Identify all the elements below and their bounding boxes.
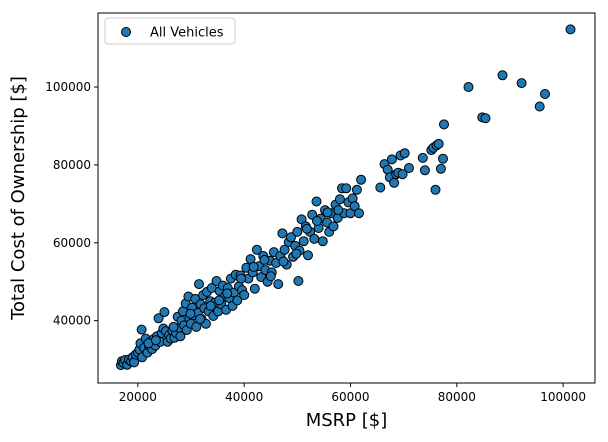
data-point-172 <box>195 314 206 325</box>
x-tick-label-4: 100000 <box>540 390 586 404</box>
data-point-180 <box>278 256 289 267</box>
data-point-86 <box>249 283 260 294</box>
data-point-166 <box>540 89 550 99</box>
data-point-160 <box>463 82 474 92</box>
data-point-129 <box>341 183 352 194</box>
data-point-148 <box>399 148 410 159</box>
legend-marker <box>121 27 131 37</box>
x-tick-label-2: 60000 <box>331 390 369 404</box>
data-point-147 <box>397 169 408 180</box>
x-axis-ticks: 20000 40000 60000 80000 100000 <box>119 383 586 404</box>
legend: All Vehicles <box>104 17 236 45</box>
data-point-28 <box>159 307 170 318</box>
x-tick-label-1: 40000 <box>225 390 263 404</box>
data-point-185 <box>333 205 344 216</box>
data-point-156 <box>433 138 444 149</box>
data-point-163 <box>497 70 508 81</box>
data-point-109 <box>298 236 309 247</box>
data-point-77 <box>232 295 243 306</box>
data-point-114 <box>309 233 320 244</box>
data-point-171 <box>185 308 196 319</box>
data-point-100 <box>279 244 290 255</box>
x-tick-label-0: 20000 <box>119 390 157 404</box>
data-point-50 <box>191 321 202 332</box>
data-point-151 <box>419 165 430 176</box>
data-point-150 <box>417 152 428 163</box>
y-tick-label-0: 40000 <box>53 314 91 328</box>
data-point-138 <box>375 182 386 193</box>
y-tick-label-1: 60000 <box>53 236 91 250</box>
data-point-157 <box>435 163 446 174</box>
x-tick-label-3: 80000 <box>438 390 476 404</box>
data-point-137 <box>293 276 304 286</box>
data-point-38 <box>175 331 186 342</box>
data-point-126 <box>334 194 345 205</box>
data-point-149 <box>404 163 414 173</box>
data-point-169 <box>150 335 161 346</box>
data-point-170 <box>168 321 179 332</box>
data-point-106 <box>292 226 303 237</box>
data-point-184 <box>322 207 333 218</box>
x-axis-title: MSRP [$] <box>306 410 388 431</box>
data-point-174 <box>214 295 225 306</box>
data-point-97 <box>273 279 284 290</box>
data-point-115 <box>311 196 322 207</box>
data-point-135 <box>354 208 364 219</box>
data-point-183 <box>312 216 322 226</box>
data-point-182 <box>301 223 312 234</box>
legend-label: All Vehicles <box>150 26 224 41</box>
data-point-158 <box>438 153 448 164</box>
data-point-178 <box>259 254 270 265</box>
data-point-136 <box>356 174 367 185</box>
data-point-181 <box>291 248 302 259</box>
data-point-103 <box>286 232 296 243</box>
data-point-176 <box>236 273 246 284</box>
data-point-52 <box>194 279 204 290</box>
data-point-111 <box>303 250 313 261</box>
data-point-123 <box>328 221 339 232</box>
data-point-164 <box>516 78 527 89</box>
data-point-154 <box>430 184 441 195</box>
y-tick-label-3: 100000 <box>45 80 91 94</box>
data-point-165 <box>534 101 545 112</box>
data-point-175 <box>222 288 233 299</box>
data-point-167 <box>565 24 576 35</box>
y-tick-label-2: 80000 <box>53 158 91 172</box>
data-point-142 <box>386 154 397 165</box>
plot-frame <box>97 12 596 384</box>
data-point-13 <box>136 324 147 335</box>
y-axis-ticks: 40000 60000 80000 100000 <box>45 80 98 328</box>
data-point-118 <box>317 236 328 247</box>
data-point-159 <box>439 119 449 130</box>
data-point-81 <box>239 290 250 300</box>
data-point-143 <box>389 177 400 188</box>
legend-box <box>104 17 236 45</box>
y-axis-title: Total Cost of Ownership [$] <box>8 76 29 321</box>
data-point-179 <box>265 271 276 282</box>
data-point-177 <box>248 261 259 272</box>
data-point-87 <box>251 244 262 255</box>
data-point-134 <box>351 184 362 195</box>
data-point-173 <box>205 300 216 311</box>
data-point-99 <box>277 228 288 239</box>
points-layer <box>115 24 576 371</box>
data-point-162 <box>480 113 491 124</box>
data-point-24 <box>153 313 164 324</box>
